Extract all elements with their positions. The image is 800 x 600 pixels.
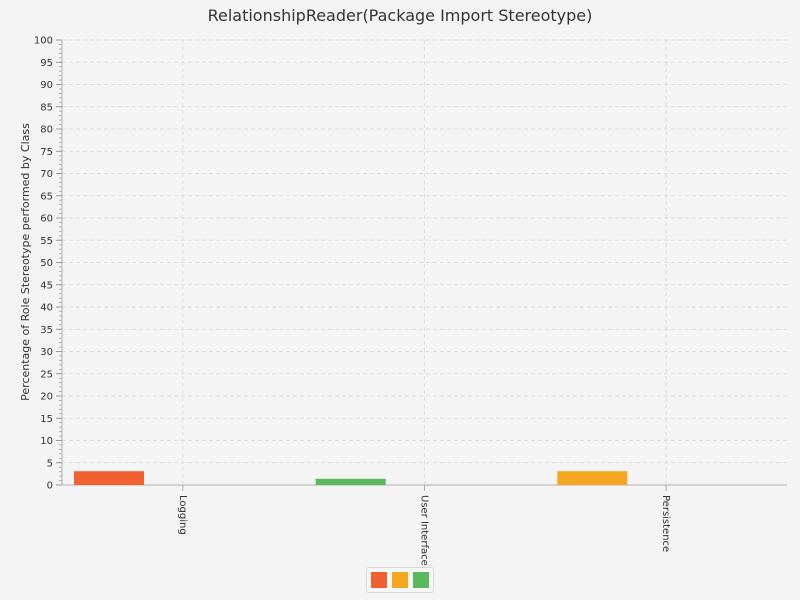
y-axis-label: Percentage of Role Stereotype performed … (19, 123, 32, 401)
bar-user-interface (315, 478, 386, 485)
y-tick-label: 10 (40, 436, 53, 447)
y-tick-label: 50 (40, 258, 53, 269)
x-tick-label: User Interface (419, 495, 430, 566)
y-tick-label: 55 (40, 236, 53, 247)
x-tick-label: Persistence (660, 495, 671, 552)
y-tick-label: 100 (34, 36, 53, 47)
axes: 0 5 10 15 20 25 30 35 40 45 50 55 60 65 70 75 80 85 90 95 10… (34, 36, 787, 566)
y-tick-label: 70 (40, 169, 53, 180)
y-tick-label: 65 (40, 191, 53, 202)
y-tick-label: 25 (40, 369, 53, 380)
y-tick-label: 20 (40, 392, 53, 403)
y-tick-label: 75 (40, 147, 53, 158)
y-tick-label: 5 (47, 458, 53, 469)
y-tick-label: 40 (40, 303, 53, 314)
bars (74, 471, 628, 485)
legend-swatch (413, 572, 429, 588)
y-tick-label: 60 (40, 214, 53, 225)
y-tick-label: 30 (40, 347, 53, 358)
bar-persistence (557, 471, 628, 485)
y-tick-label: 90 (40, 80, 53, 91)
legend (366, 567, 434, 593)
y-tick-label: 85 (40, 102, 53, 113)
y-tick-label: 45 (40, 280, 53, 291)
grid-lines (62, 39, 787, 485)
x-tick-label: Logging (177, 495, 188, 535)
y-tick-label: 0 (47, 481, 53, 492)
y-tick-label: 15 (40, 414, 53, 425)
chart-title: RelationshipReader(Package Import Stereo… (207, 6, 593, 25)
y-tick-label: 95 (40, 58, 53, 69)
legend-swatch (392, 572, 408, 588)
bar-logging (74, 471, 144, 485)
y-tick-label: 35 (40, 325, 53, 336)
legend-swatch (371, 572, 387, 588)
y-tick-label: 80 (40, 125, 53, 136)
